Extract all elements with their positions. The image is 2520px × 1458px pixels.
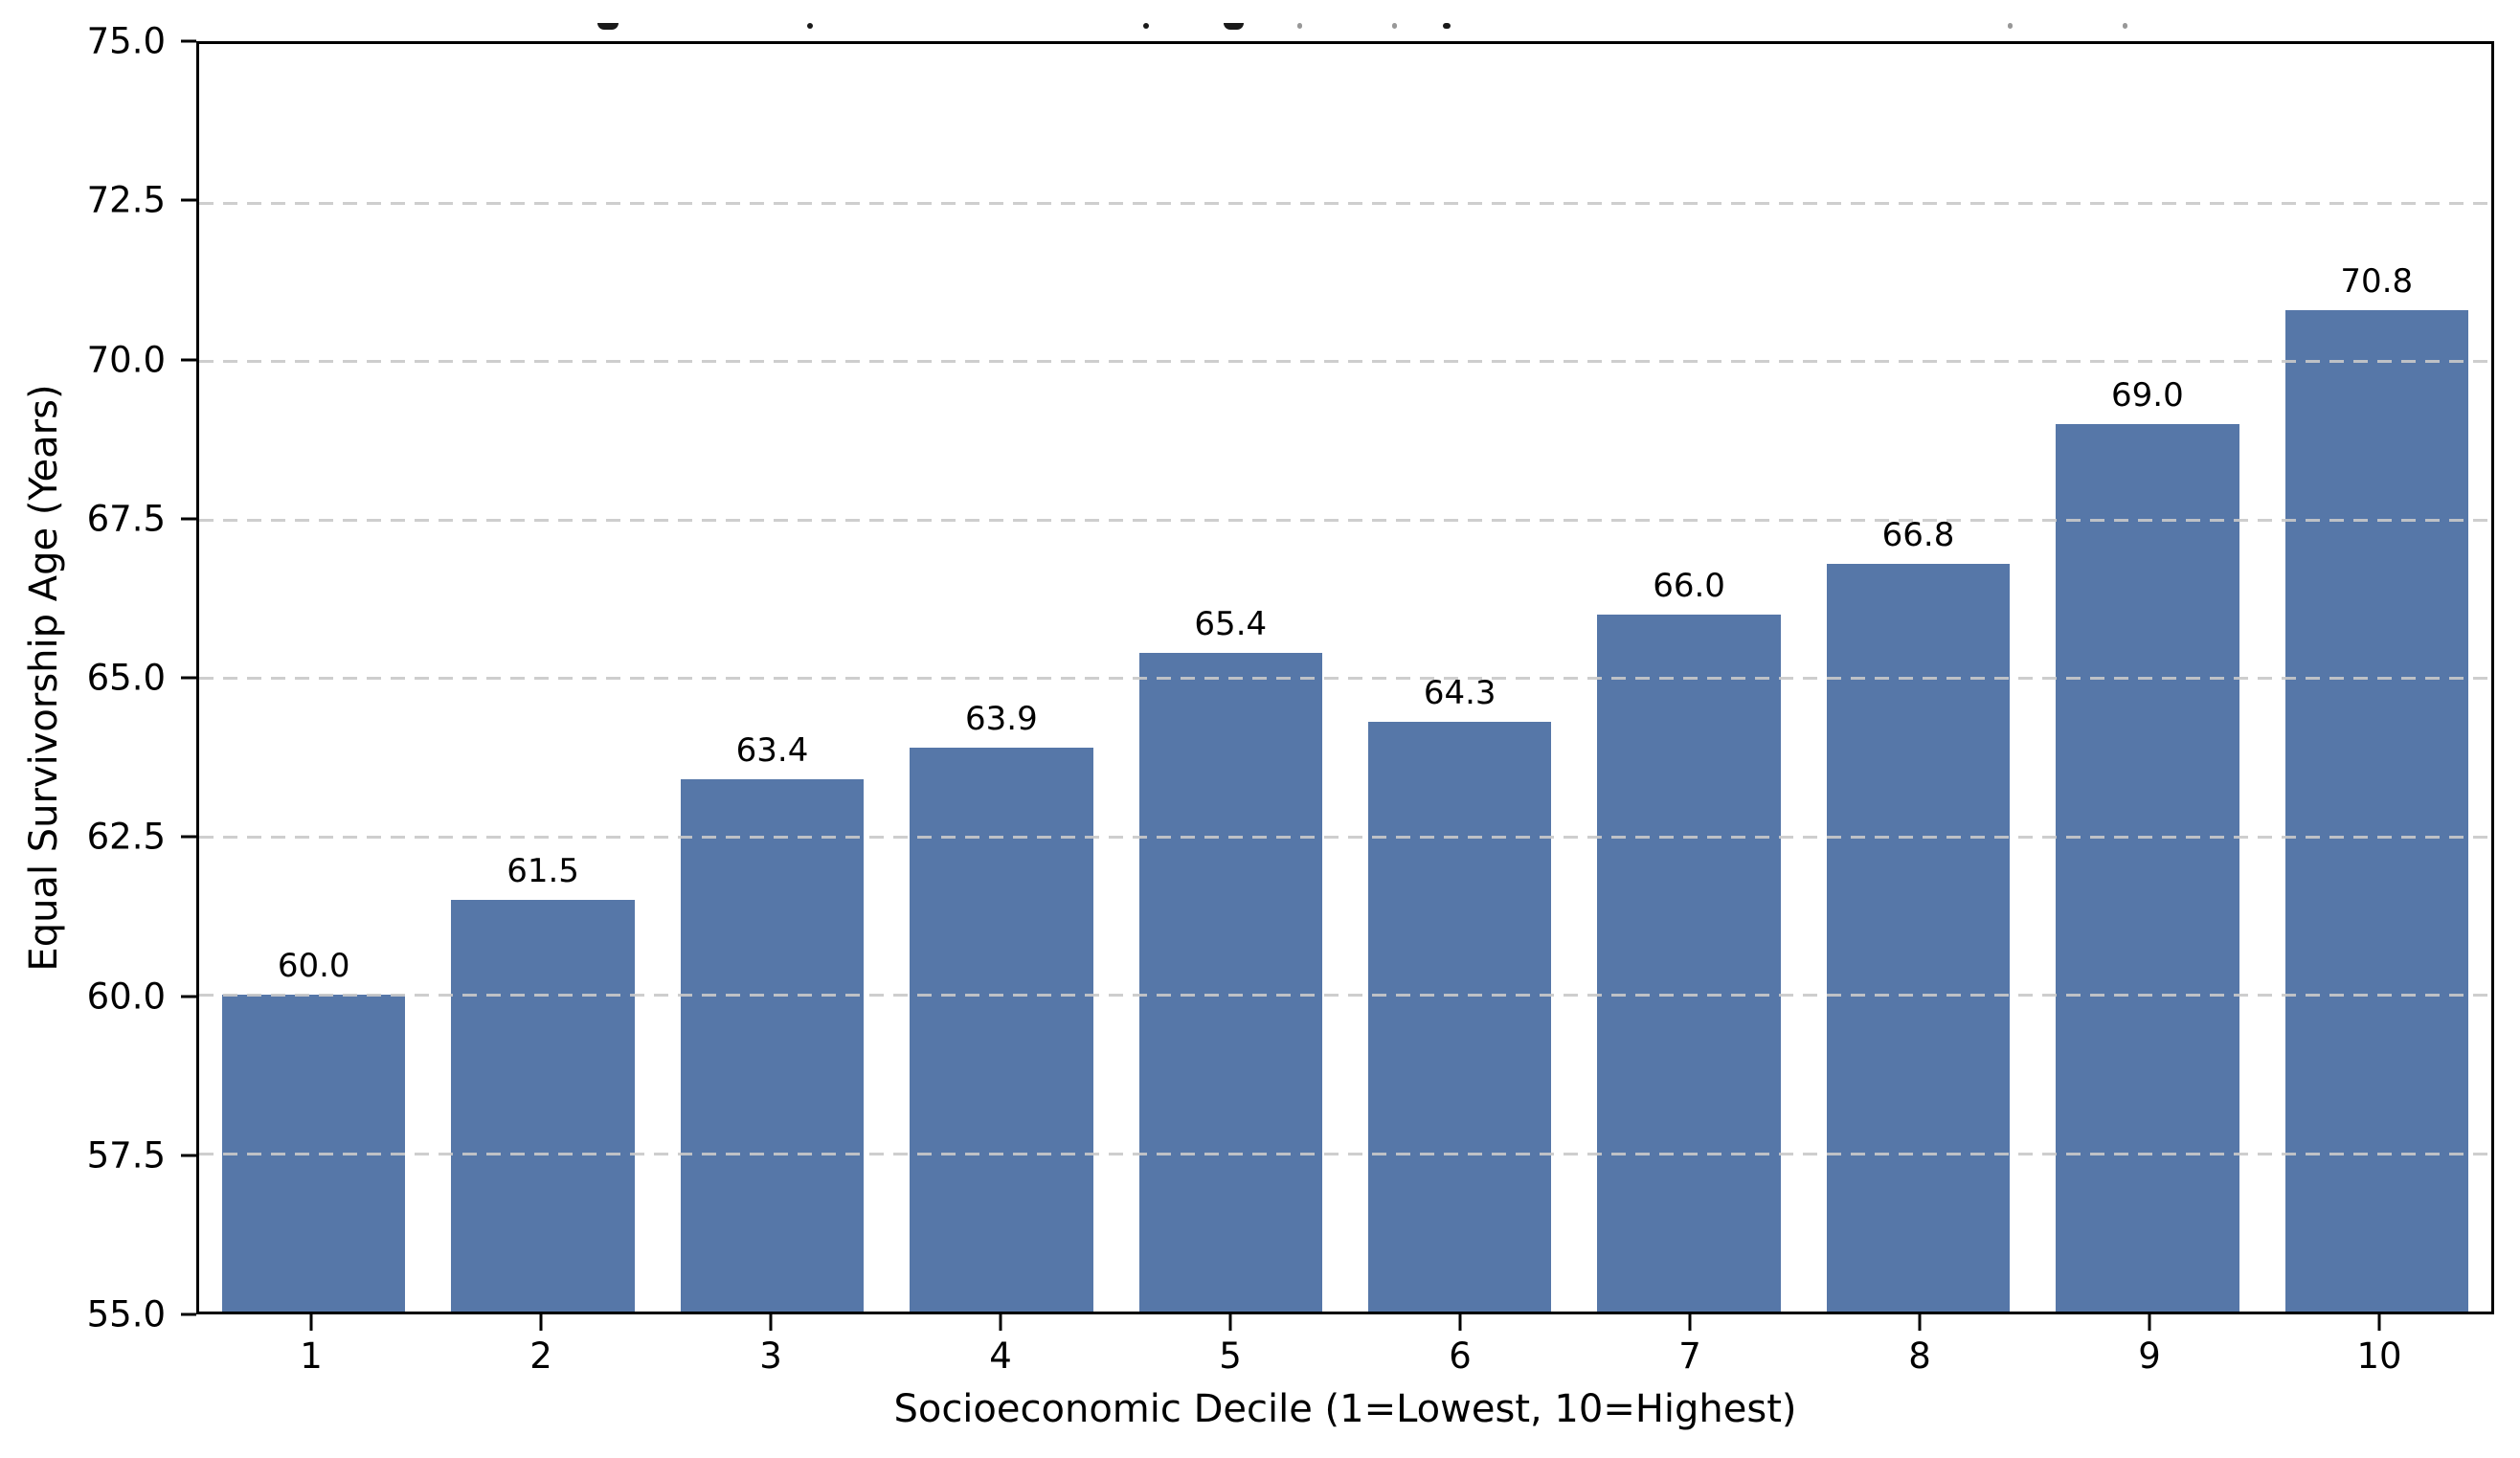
y-tick-mark	[181, 198, 196, 202]
x-tick-label: 6	[1449, 1335, 1472, 1377]
bar-column: 63.9	[887, 44, 1115, 1312]
bar	[221, 995, 406, 1312]
x-tick-label: 9	[2138, 1335, 2161, 1377]
bar	[910, 747, 1093, 1312]
y-tick-label: 70.0	[86, 339, 166, 380]
y-tick-mark	[181, 835, 196, 839]
bar-value-label: 64.3	[1423, 674, 1496, 713]
x-tick-label: 5	[1219, 1335, 1242, 1377]
bar	[1138, 652, 1323, 1312]
bar	[1367, 722, 1552, 1312]
title-fragment	[1143, 23, 1149, 29]
bar-value-label: 66.0	[1653, 566, 1725, 605]
bar-column: 70.8	[2262, 44, 2491, 1312]
y-tick-label: 67.5	[86, 498, 166, 540]
title-fragment	[2008, 23, 2013, 29]
y-tick-mark	[181, 358, 196, 361]
x-tick-mark	[2377, 1314, 2381, 1331]
x-tick-mark	[1918, 1314, 1922, 1331]
y-tick-mark	[181, 1312, 196, 1316]
x-tick-label: 7	[1678, 1335, 1701, 1377]
bar-value-label: 69.0	[2111, 376, 2184, 415]
y-tick-mark	[181, 995, 196, 998]
bar	[2056, 424, 2239, 1312]
y-tick-label: 57.5	[86, 1134, 166, 1177]
bar-value-label: 61.5	[506, 851, 579, 890]
clipped-title-remnant	[0, 0, 2520, 38]
x-axis-label: Socioeconomic Decile (1=Lowest, 10=Highe…	[893, 1387, 1797, 1431]
bar-column: 61.5	[428, 44, 657, 1312]
x-tick-label: 10	[2356, 1335, 2402, 1377]
x-tick-label: 8	[1908, 1335, 1931, 1377]
bar	[2284, 310, 2469, 1312]
bar-value-label: 66.8	[1881, 515, 1955, 554]
y-tick-mark	[181, 676, 196, 680]
bar-value-label: 63.4	[735, 730, 809, 770]
y-tick-label: 62.5	[86, 816, 166, 858]
title-fragment	[597, 23, 619, 30]
bar-column: 63.4	[658, 44, 887, 1312]
bar-column: 65.4	[1116, 44, 1345, 1312]
x-tick-mark	[1458, 1314, 1462, 1331]
bar	[451, 899, 635, 1312]
x-tick-mark	[1228, 1314, 1232, 1331]
y-axis-ticks: 55.0 57.5 60.0 62.5 65.0 67.5 70.0 72.5 75.0	[0, 24, 196, 1333]
y-tick-label: 65.0	[86, 657, 166, 699]
title-fragment	[1392, 23, 1397, 29]
y-tick-mark	[181, 39, 196, 43]
bar-value-label: 63.9	[965, 699, 1038, 738]
bar-column: 69.0	[2033, 44, 2261, 1312]
y-tick-label: 75.0	[86, 20, 166, 62]
bar	[1597, 614, 1781, 1312]
bar	[1826, 563, 2011, 1312]
bar-column: 66.0	[1574, 44, 1803, 1312]
bar-value-label: 65.4	[1194, 604, 1268, 643]
x-axis-ticks: 1 2 3 4 5 6 7 8 9 10	[196, 1314, 2494, 1386]
x-tick-label: 2	[529, 1335, 552, 1377]
x-tick-mark	[1688, 1314, 1692, 1331]
x-tick-mark	[2148, 1314, 2151, 1331]
title-fragment	[1224, 23, 1244, 30]
title-fragment	[1443, 23, 1451, 29]
x-tick-mark	[769, 1314, 773, 1331]
bar-column: 66.8	[1804, 44, 2033, 1312]
x-tick-label: 1	[300, 1335, 323, 1377]
bar	[680, 778, 865, 1312]
title-fragment	[807, 23, 813, 29]
bar-value-label: 60.0	[277, 947, 350, 985]
x-tick-mark	[309, 1314, 313, 1331]
title-fragment	[1297, 23, 1302, 29]
title-fragment	[2123, 23, 2127, 29]
x-tick-mark	[539, 1314, 543, 1331]
y-tick-label: 60.0	[86, 976, 166, 1017]
y-tick-mark	[181, 517, 196, 521]
x-tick-label: 4	[989, 1335, 1012, 1377]
y-tick-mark	[181, 1154, 196, 1157]
x-tick-label: 3	[759, 1335, 782, 1377]
y-tick-label: 72.5	[86, 179, 166, 221]
bar-value-label: 70.8	[2340, 262, 2414, 302]
y-tick-label: 55.0	[86, 1293, 166, 1335]
plot-area: 60.0 61.5 63.4 63.9 65.4 64.3 66.0 66.8 69.0 70.8	[196, 41, 2494, 1314]
x-tick-mark	[999, 1314, 1002, 1331]
bar-column: 60.0	[199, 44, 428, 1312]
bar-column: 64.3	[1345, 44, 1574, 1312]
